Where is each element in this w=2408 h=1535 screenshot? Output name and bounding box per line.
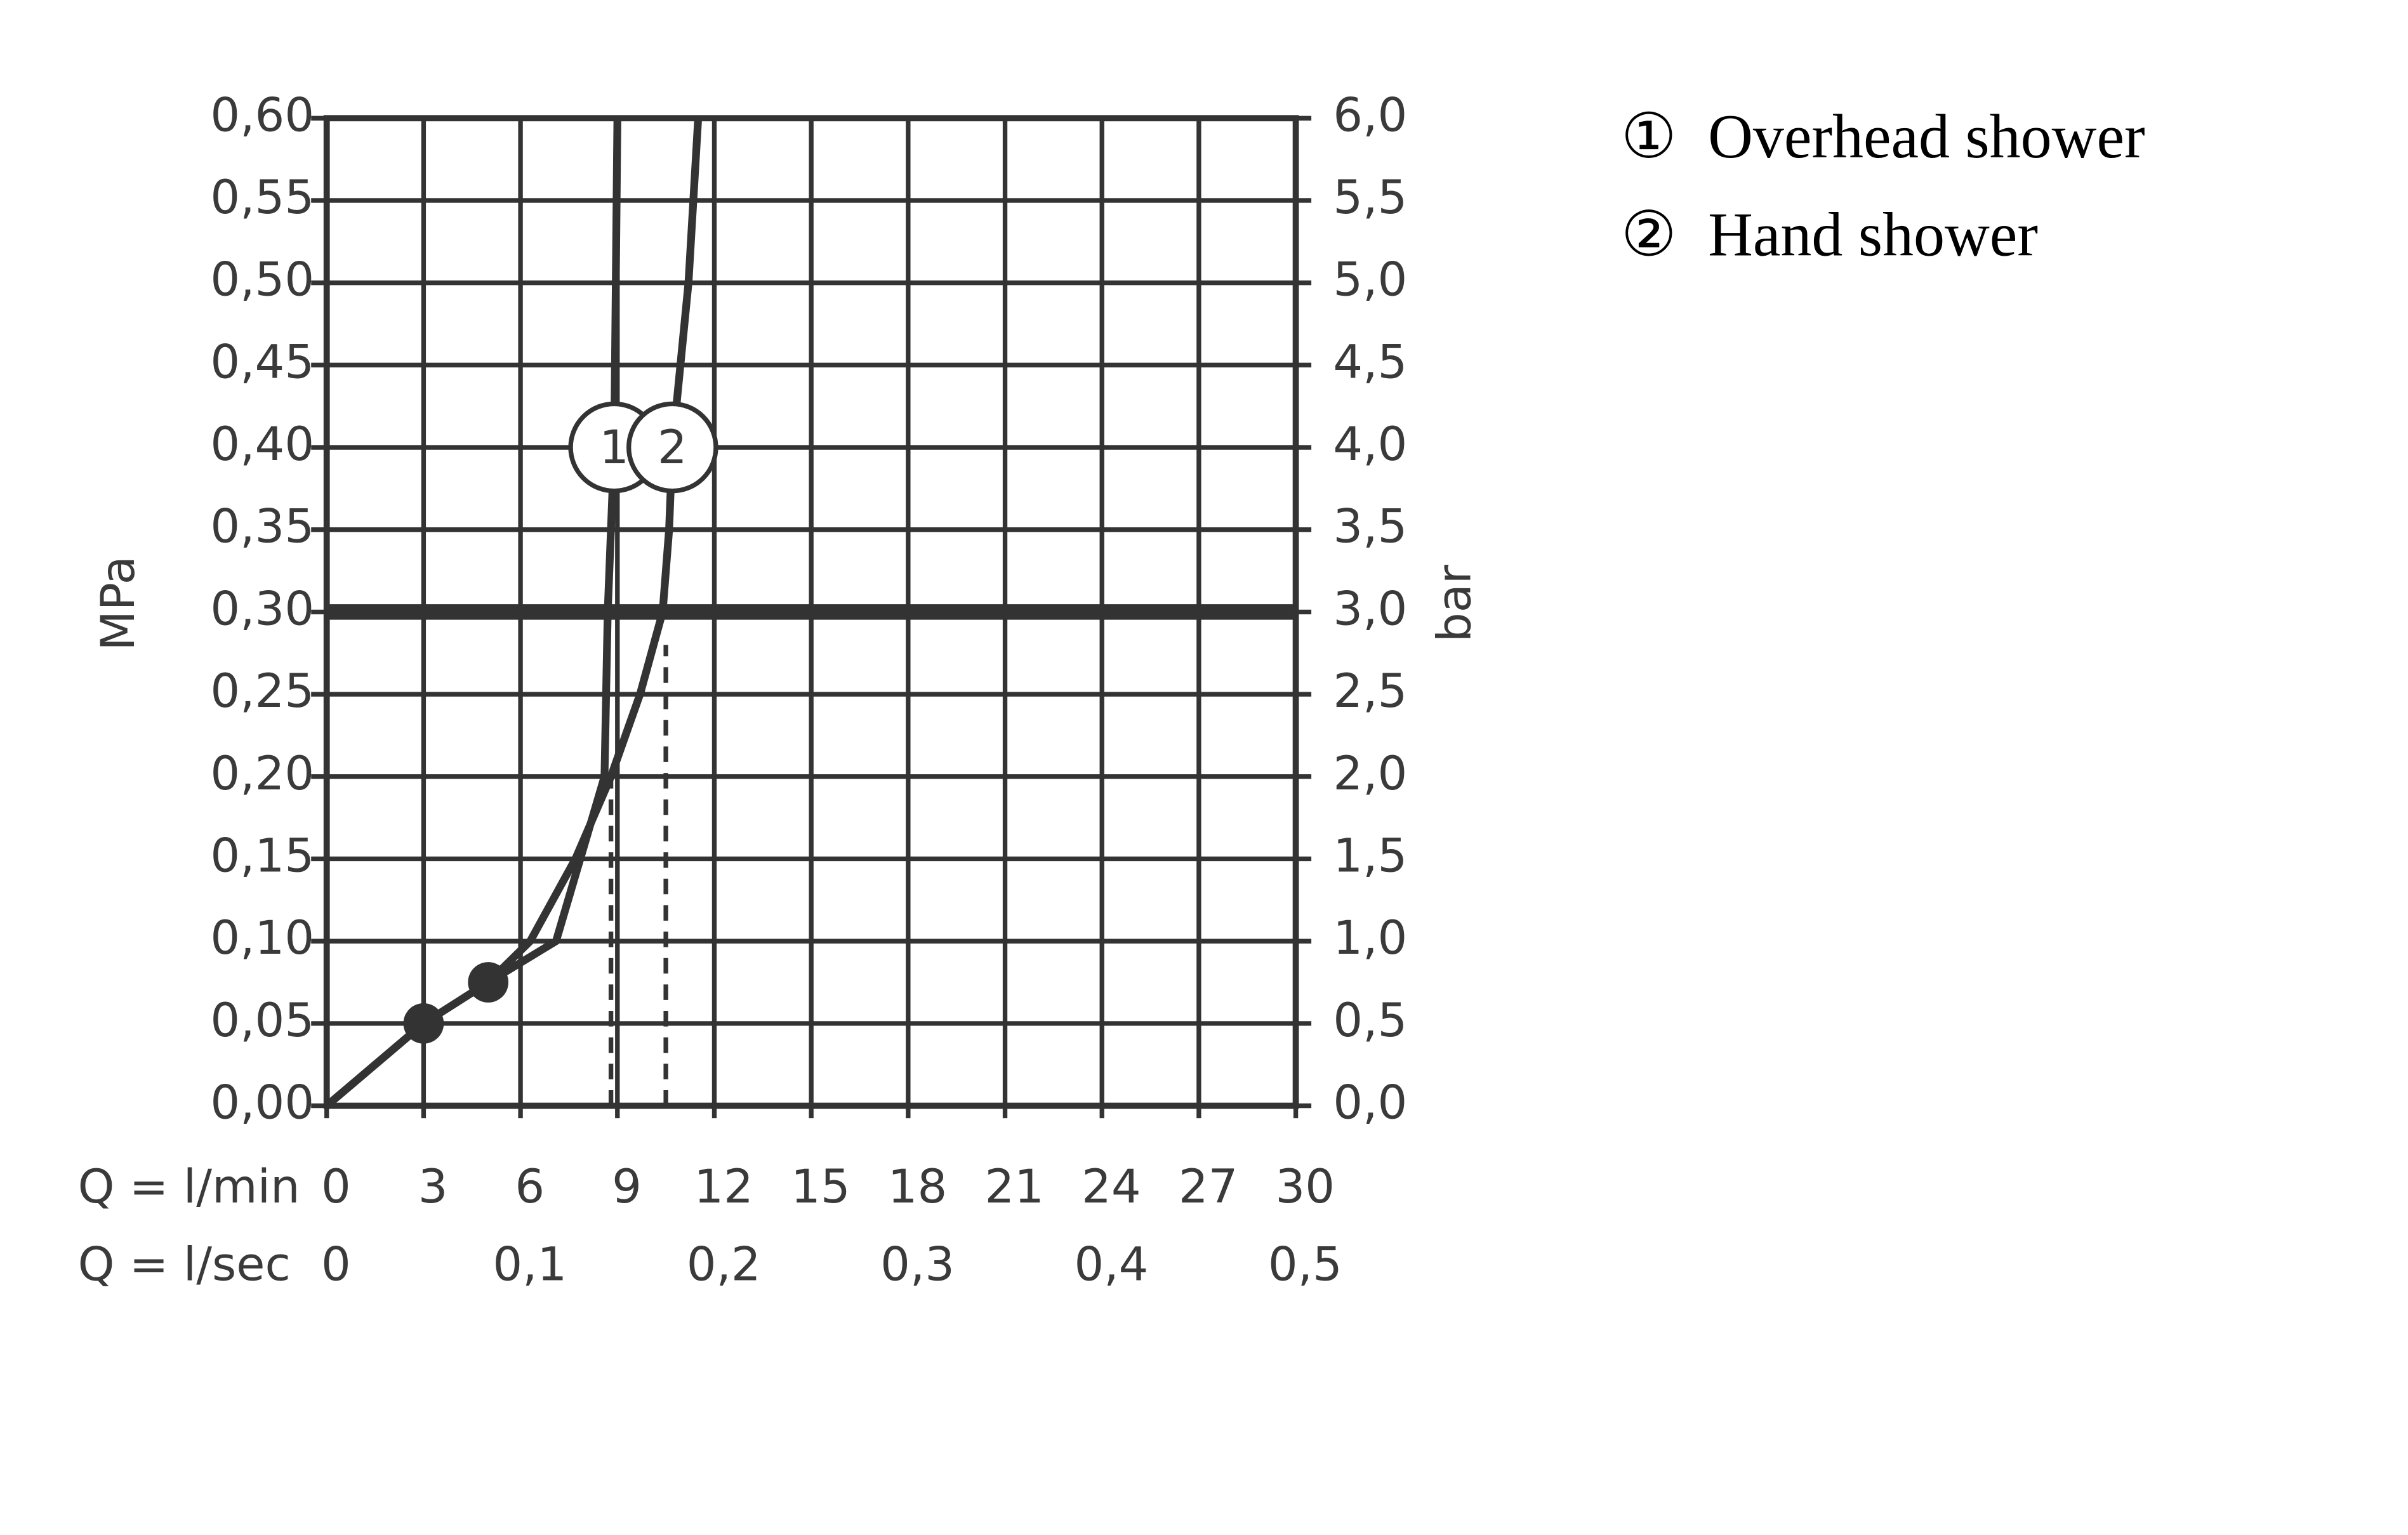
- y2-tick-label: 4,5: [1333, 335, 1407, 389]
- y2-tick-label: 3,5: [1333, 500, 1407, 554]
- y-tick-label: 0,55: [210, 171, 314, 225]
- legend-marker: ①: [1621, 103, 1677, 171]
- legend-marker: ②: [1621, 201, 1677, 269]
- y2-tick-label: 5,5: [1333, 171, 1407, 225]
- y-tick-label: 0,60: [210, 88, 314, 142]
- data-point: [403, 1003, 444, 1044]
- y-tick-label: 0,20: [210, 747, 314, 801]
- y2-tick-label: 4,0: [1333, 418, 1407, 471]
- y2-tick-label: 0,0: [1333, 1076, 1407, 1130]
- x-axis-label: Q = l/min: [78, 1160, 300, 1214]
- y-tick-label: 0,35: [210, 500, 314, 554]
- x-tick-label: 21: [984, 1160, 1044, 1214]
- y-tick-label: 0,10: [210, 911, 314, 965]
- y-tick-label: 0,30: [210, 582, 314, 636]
- x-tick-label: 30: [1276, 1160, 1335, 1214]
- y-tick-label: 0,45: [210, 335, 314, 389]
- y2-tick-label: 1,0: [1333, 911, 1407, 965]
- curve-label: 2: [658, 421, 687, 475]
- y-tick-label: 0,25: [210, 664, 314, 718]
- x2-tick-label: 0,2: [687, 1237, 761, 1291]
- y-tick-label: 0,05: [210, 994, 314, 1048]
- legend-label: Hand shower: [1708, 201, 2038, 269]
- x2-tick-label: 0: [321, 1237, 351, 1291]
- x-tick-label: 6: [515, 1160, 545, 1214]
- x-tick-label: 18: [888, 1160, 948, 1214]
- y-tick-label: 0,40: [210, 418, 314, 471]
- x-tick-label: 12: [694, 1160, 753, 1214]
- curve-label-circle: [626, 401, 718, 494]
- y2-tick-label: 2,5: [1333, 664, 1407, 718]
- x-tick-label: 24: [1082, 1160, 1141, 1214]
- x-tick-label: 0: [321, 1160, 351, 1214]
- x2-tick-label: 0,4: [1074, 1237, 1148, 1291]
- y2-axis-label: bar: [1428, 564, 1482, 642]
- x2-tick-label: 0,3: [880, 1237, 955, 1291]
- y-axis-label: MPa: [91, 556, 145, 651]
- y2-tick-label: 2,0: [1333, 747, 1407, 801]
- y2-tick-label: 5,0: [1333, 253, 1407, 307]
- x-tick-label: 27: [1179, 1160, 1238, 1214]
- x-tick-label: 9: [612, 1160, 642, 1214]
- data-point: [468, 962, 509, 1003]
- y-tick-label: 0,15: [210, 829, 314, 883]
- y2-tick-label: 6,0: [1333, 88, 1407, 142]
- y-tick-label: 0,50: [210, 253, 314, 307]
- legend-label: Overhead shower: [1708, 103, 2145, 171]
- curve-label: 1: [599, 421, 629, 475]
- x2-axis-label: Q = l/sec: [78, 1237, 291, 1291]
- y2-tick-label: 1,5: [1333, 829, 1407, 883]
- y-tick-label: 0,00: [210, 1076, 314, 1130]
- x2-tick-label: 0,5: [1268, 1237, 1342, 1291]
- x-tick-label: 3: [418, 1160, 448, 1214]
- y2-tick-label: 0,5: [1333, 994, 1407, 1048]
- x-tick-label: 15: [791, 1160, 850, 1214]
- y2-tick-label: 3,0: [1333, 582, 1407, 636]
- x2-tick-label: 0,1: [493, 1237, 567, 1291]
